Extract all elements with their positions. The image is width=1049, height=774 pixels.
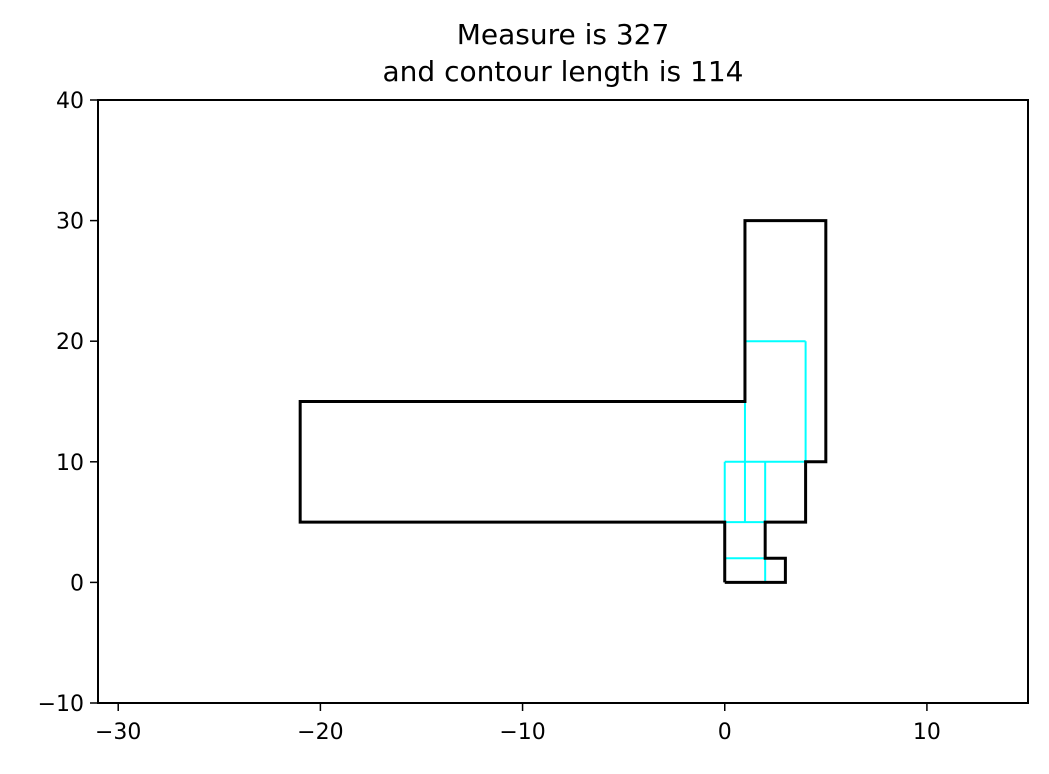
y-axis: −10 0 10 20 30 40 bbox=[38, 89, 98, 717]
y-tick-label: 10 bbox=[56, 451, 84, 476]
y-tick-label: −10 bbox=[38, 692, 84, 717]
y-tick-label: 40 bbox=[56, 89, 84, 114]
x-tick-label: −20 bbox=[297, 720, 343, 745]
x-axis: −30 −20 −10 0 10 bbox=[95, 703, 941, 745]
y-tick-label: 20 bbox=[56, 330, 84, 355]
chart-title-line-1: Measure is 327 bbox=[457, 18, 670, 51]
x-tick-label: −10 bbox=[499, 720, 545, 745]
x-tick-label: 10 bbox=[913, 720, 941, 745]
y-tick-label: 30 bbox=[56, 210, 84, 235]
contour-line bbox=[298, 219, 828, 584]
chart-title-line-2: and contour length is 114 bbox=[383, 55, 744, 88]
x-tick-label: 0 bbox=[718, 720, 732, 745]
plot-area bbox=[298, 219, 828, 584]
y-tick-label: 0 bbox=[70, 571, 84, 596]
x-tick-label: −30 bbox=[95, 720, 141, 745]
axes-frame bbox=[97, 99, 1029, 704]
